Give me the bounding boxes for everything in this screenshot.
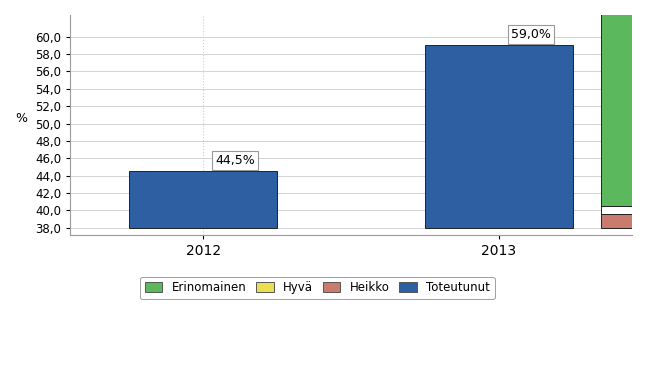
Text: 59,0%: 59,0% (510, 28, 551, 41)
Bar (601, 206, 647, 214)
Y-axis label: %: % (15, 112, 27, 125)
Text: 44,5%: 44,5% (215, 154, 255, 167)
Legend: Erinomainen, Hyvä, Heikko, Toteutunut: Erinomainen, Hyvä, Heikko, Toteutunut (140, 277, 495, 299)
Bar (425, 46, 573, 228)
Bar (601, 11, 647, 206)
Bar (129, 171, 277, 228)
Bar (601, 214, 647, 228)
